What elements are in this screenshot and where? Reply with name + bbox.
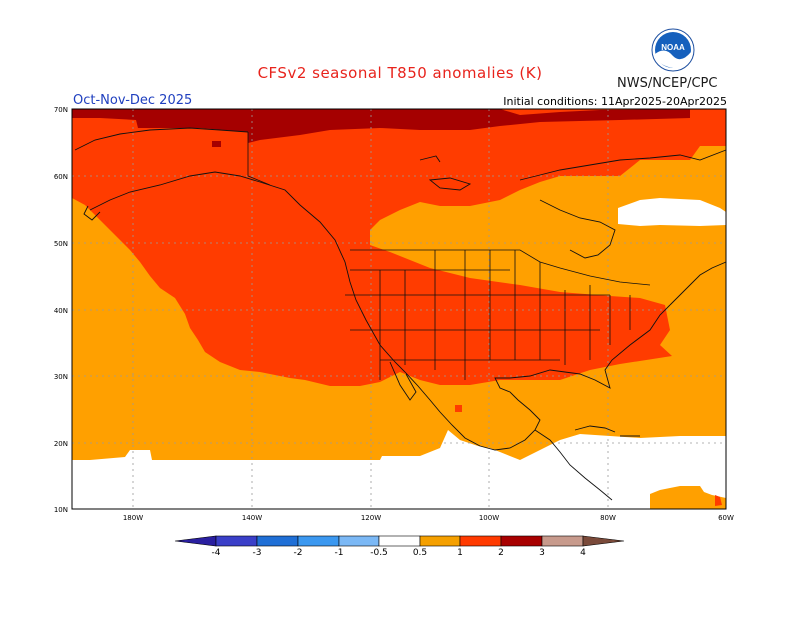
lat-label: 20N xyxy=(54,440,68,448)
no-anomaly-region-south xyxy=(72,430,726,509)
lat-axis: 70N 60N 50N 40N 30N 20N 10N xyxy=(54,106,68,514)
legend-swatch xyxy=(419,535,461,547)
lon-label: 120W xyxy=(361,514,381,522)
lat-label: 30N xyxy=(54,373,68,381)
legend-label: -2 xyxy=(293,548,303,558)
legend-label: 0.5 xyxy=(412,548,428,558)
legend-label: 1 xyxy=(457,548,463,558)
anomaly-region-south-america-red xyxy=(715,495,722,506)
lon-label: 100W xyxy=(479,514,499,522)
color-legend xyxy=(174,535,625,547)
legend-swatch xyxy=(378,535,421,547)
anomaly-spot-gulf xyxy=(455,405,462,412)
lat-label: 60N xyxy=(54,173,68,181)
anomaly-region-south-america xyxy=(650,486,726,509)
anomaly-region-1-2K xyxy=(72,109,726,386)
legend-label: 4 xyxy=(580,548,586,558)
legend-swatch xyxy=(215,535,258,547)
legend-swatch xyxy=(256,535,299,547)
coastlines xyxy=(74,127,727,501)
agency-label: NWS/NCEP/CPC xyxy=(617,76,718,91)
legend-label: 2 xyxy=(498,548,504,558)
graticule xyxy=(72,109,726,509)
legend-label: -3 xyxy=(252,548,262,558)
legend-swatch xyxy=(582,535,625,547)
legend-swatch xyxy=(297,535,340,547)
lon-label: 140W xyxy=(242,514,262,522)
political-borders xyxy=(247,132,651,380)
legend-label: -4 xyxy=(211,548,221,558)
anomaly-region-2-3K xyxy=(72,109,690,143)
forecast-period: Oct-Nov-Dec 2025 xyxy=(73,93,193,108)
legend-label: -1 xyxy=(334,548,344,558)
lon-axis: 180W 140W 120W 100W 80W 60W xyxy=(123,514,734,522)
noaa-logo: NOAA xyxy=(651,28,695,72)
legend-label: -0.5 xyxy=(370,548,388,558)
lat-label: 40N xyxy=(54,307,68,315)
lon-label: 60W xyxy=(718,514,734,522)
legend-swatch xyxy=(541,535,584,547)
legend-swatch xyxy=(459,535,502,547)
lon-label: 180W xyxy=(123,514,143,522)
initial-conditions: Initial conditions: 11Apr2025-20Apr2025 xyxy=(503,95,727,108)
lat-label: 50N xyxy=(54,240,68,248)
logo-text: NOAA xyxy=(661,43,685,52)
lat-label: 70N xyxy=(54,106,68,114)
lat-label: 10N xyxy=(54,506,68,514)
map-frame xyxy=(71,108,727,510)
legend-swatch xyxy=(338,535,380,547)
map-title: CFSv2 seasonal T850 anomalies (K) xyxy=(257,64,543,82)
lon-label: 80W xyxy=(600,514,616,522)
no-anomaly-region-labrador xyxy=(618,198,726,226)
anomaly-spot xyxy=(212,141,221,147)
legend-swatch xyxy=(174,535,217,547)
legend-swatch xyxy=(500,535,543,547)
legend-label: 3 xyxy=(539,548,545,558)
